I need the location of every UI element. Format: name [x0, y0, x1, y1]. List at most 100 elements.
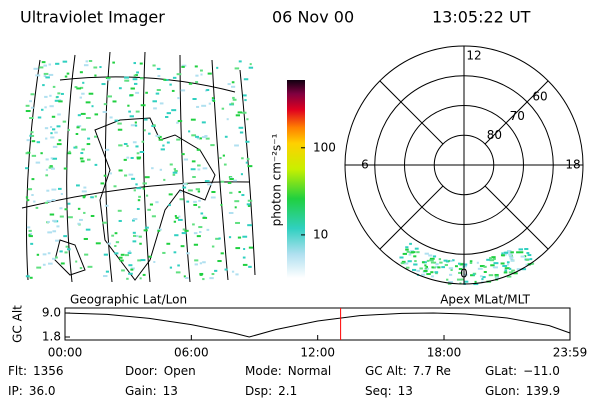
- speckle: [68, 150, 71, 153]
- speckle: [526, 252, 530, 255]
- speckle: [55, 256, 58, 259]
- speckle: [144, 118, 148, 121]
- speckle: [63, 235, 67, 238]
- speckle: [481, 278, 484, 281]
- speckle: [211, 245, 215, 248]
- speckle: [192, 97, 197, 100]
- speckle: [501, 252, 504, 255]
- speckle: [139, 150, 145, 153]
- speckle: [75, 132, 79, 135]
- speckle: [31, 178, 35, 181]
- speckle: [176, 138, 181, 141]
- mlt-spoke: [484, 80, 549, 145]
- speckle: [404, 262, 409, 265]
- speckle: [128, 173, 134, 176]
- speckle: [30, 131, 34, 134]
- speckle: [206, 89, 210, 92]
- altitude-curve: [64, 312, 571, 338]
- polar-plot: 807060121860: [344, 45, 584, 285]
- speckle: [508, 253, 513, 256]
- speckle: [202, 278, 205, 281]
- speckle: [166, 112, 171, 115]
- field-value: 13: [163, 384, 178, 398]
- speckle: [223, 163, 227, 166]
- speckle: [492, 257, 496, 260]
- speckle: [431, 275, 434, 278]
- speckle: [176, 73, 182, 76]
- mlt-spoke: [484, 185, 549, 250]
- speckle: [241, 194, 245, 197]
- field-label: Mode:: [245, 364, 282, 378]
- speckle: [145, 91, 148, 94]
- speckle: [235, 221, 240, 224]
- speckle: [79, 157, 84, 160]
- speckle: [510, 251, 514, 254]
- speckle: [124, 76, 129, 79]
- speckle: [142, 182, 147, 185]
- speckle: [179, 190, 182, 193]
- speckle: [136, 187, 142, 190]
- speckle: [400, 262, 405, 265]
- speckle: [195, 135, 199, 138]
- speckle: [149, 203, 154, 206]
- speckle: [141, 140, 145, 143]
- speckle: [25, 104, 30, 107]
- speckle: [204, 180, 210, 183]
- speckle: [115, 241, 120, 244]
- speckle: [173, 251, 177, 254]
- status-field: Flt: 1356: [8, 364, 64, 378]
- speckle: [437, 266, 441, 269]
- speckle: [197, 190, 201, 193]
- speckle: [33, 200, 36, 203]
- speckle: [152, 100, 157, 103]
- speckle: [195, 81, 199, 84]
- speckle: [489, 259, 495, 262]
- speckle: [114, 252, 119, 255]
- speckle: [493, 262, 499, 265]
- speckle: [233, 179, 237, 182]
- speckle: [472, 273, 476, 276]
- speckle: [463, 280, 469, 283]
- speckle: [54, 131, 58, 134]
- speckle: [232, 98, 237, 101]
- speckle: [429, 259, 434, 262]
- speckle: [130, 156, 134, 159]
- status-field: Seq: 13: [365, 384, 413, 398]
- speckle: [82, 81, 85, 84]
- map-label: Geographic Lat/Lon: [70, 293, 187, 307]
- speckle: [42, 253, 47, 256]
- speckle: [216, 66, 219, 69]
- speckle: [426, 273, 431, 276]
- speckle: [144, 176, 150, 179]
- speckle: [87, 137, 91, 140]
- speckle: [184, 229, 189, 232]
- speckle: [130, 124, 136, 127]
- speckle: [172, 76, 177, 79]
- speckle: [130, 267, 135, 270]
- speckle: [176, 121, 179, 124]
- speckle: [182, 186, 187, 189]
- speckle: [184, 277, 189, 280]
- speckle: [241, 157, 244, 160]
- speckle: [218, 237, 221, 240]
- speckle: [209, 277, 214, 280]
- speckle: [503, 271, 508, 274]
- speckle: [127, 104, 130, 107]
- speckle: [151, 167, 154, 170]
- speckle: [447, 282, 452, 285]
- speckle: [94, 113, 99, 116]
- speckle: [228, 236, 232, 239]
- speckle: [29, 134, 32, 137]
- speckle: [35, 74, 41, 77]
- speckle: [103, 253, 108, 256]
- speckle: [82, 196, 86, 199]
- speckle: [45, 158, 49, 161]
- speckle: [177, 264, 180, 267]
- speckle: [136, 152, 140, 155]
- colorbar-label: photon cm⁻²s⁻¹: [270, 133, 284, 226]
- field-value: 7.7 Re: [413, 364, 451, 378]
- speckle: [56, 95, 59, 98]
- speckle: [244, 99, 247, 102]
- speckle: [139, 77, 144, 80]
- speckle: [99, 66, 102, 69]
